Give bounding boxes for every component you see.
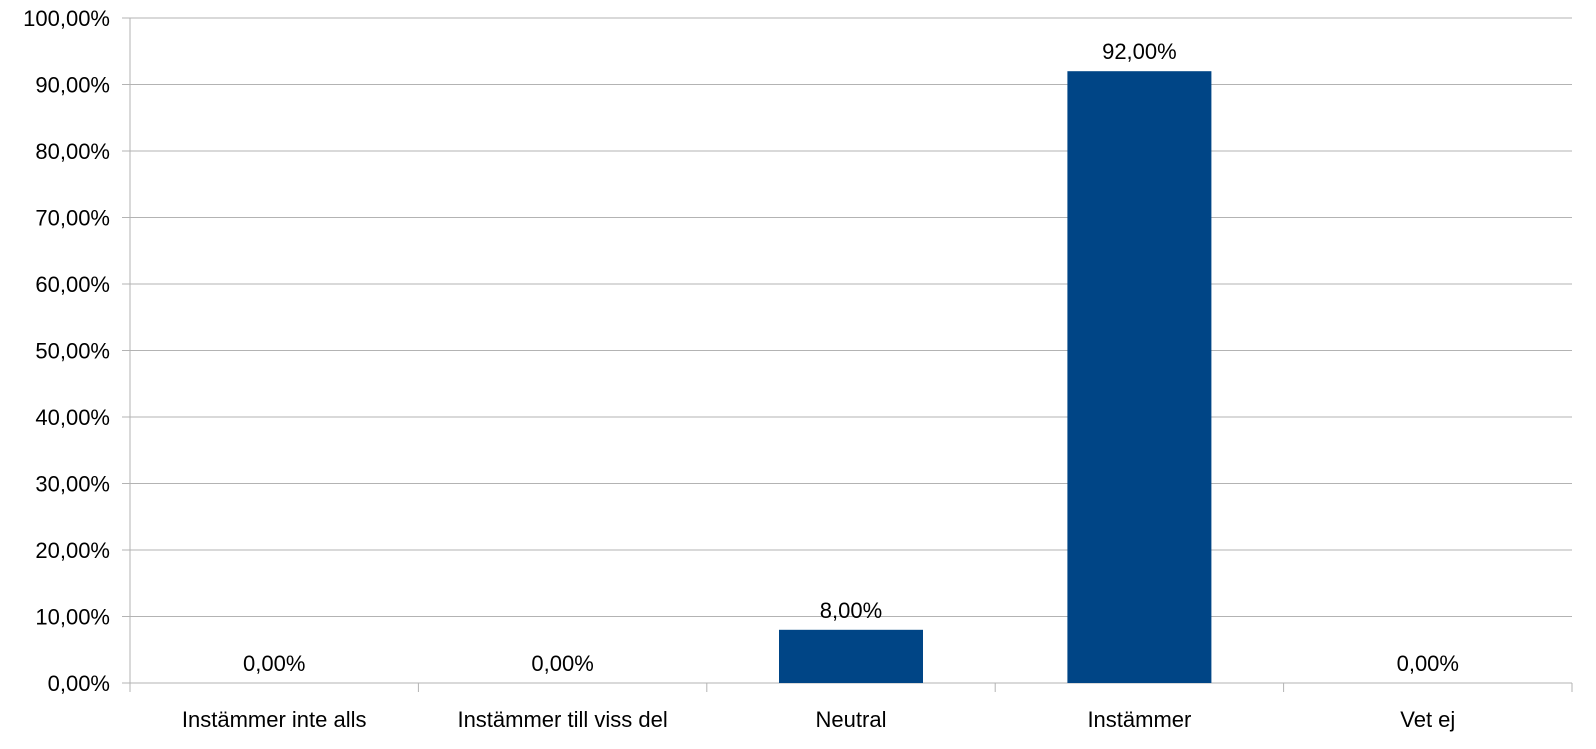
y-tick-label: 30,00%: [35, 472, 110, 497]
bar: [779, 629, 923, 683]
y-tick-labels: 0,00% 10,00% 20,00% 30,00% 40,00% 50,00% 60,00…: [23, 6, 110, 696]
y-tick-label: 50,00%: [35, 339, 110, 364]
data-label: 8,00%: [820, 598, 882, 623]
x-tick-label: Neutral: [816, 707, 887, 732]
bars: [779, 71, 1212, 683]
x-tick-label: Instämmer inte alls: [182, 707, 367, 732]
data-labels: 0,00% 0,00% 8,00% 92,00% 0,00%: [243, 39, 1459, 676]
data-label: 92,00%: [1102, 39, 1177, 64]
y-tick-label: 60,00%: [35, 272, 110, 297]
y-tick-label: 20,00%: [35, 538, 110, 563]
data-label: 0,00%: [531, 651, 593, 676]
x-tick-label: Instämmer: [1087, 707, 1191, 732]
y-tick-label: 10,00%: [35, 605, 110, 630]
y-tick-label: 40,00%: [35, 405, 110, 430]
y-tick-label: 90,00%: [35, 73, 110, 98]
axes: [122, 17, 1573, 692]
gridlines: [130, 17, 1572, 684]
data-label: 0,00%: [1397, 651, 1459, 676]
y-tick-label: 70,00%: [35, 206, 110, 231]
bar: [1067, 71, 1212, 683]
y-tick-label: 0,00%: [48, 671, 110, 696]
x-tick-label: Vet ej: [1400, 707, 1455, 732]
data-label: 0,00%: [243, 651, 305, 676]
y-tick-label: 80,00%: [35, 139, 110, 164]
x-tick-label: Instämmer till viss del: [457, 707, 667, 732]
x-tick-labels: Instämmer inte alls Instämmer till viss d…: [182, 707, 1455, 732]
y-tick-label: 100,00%: [23, 6, 110, 31]
